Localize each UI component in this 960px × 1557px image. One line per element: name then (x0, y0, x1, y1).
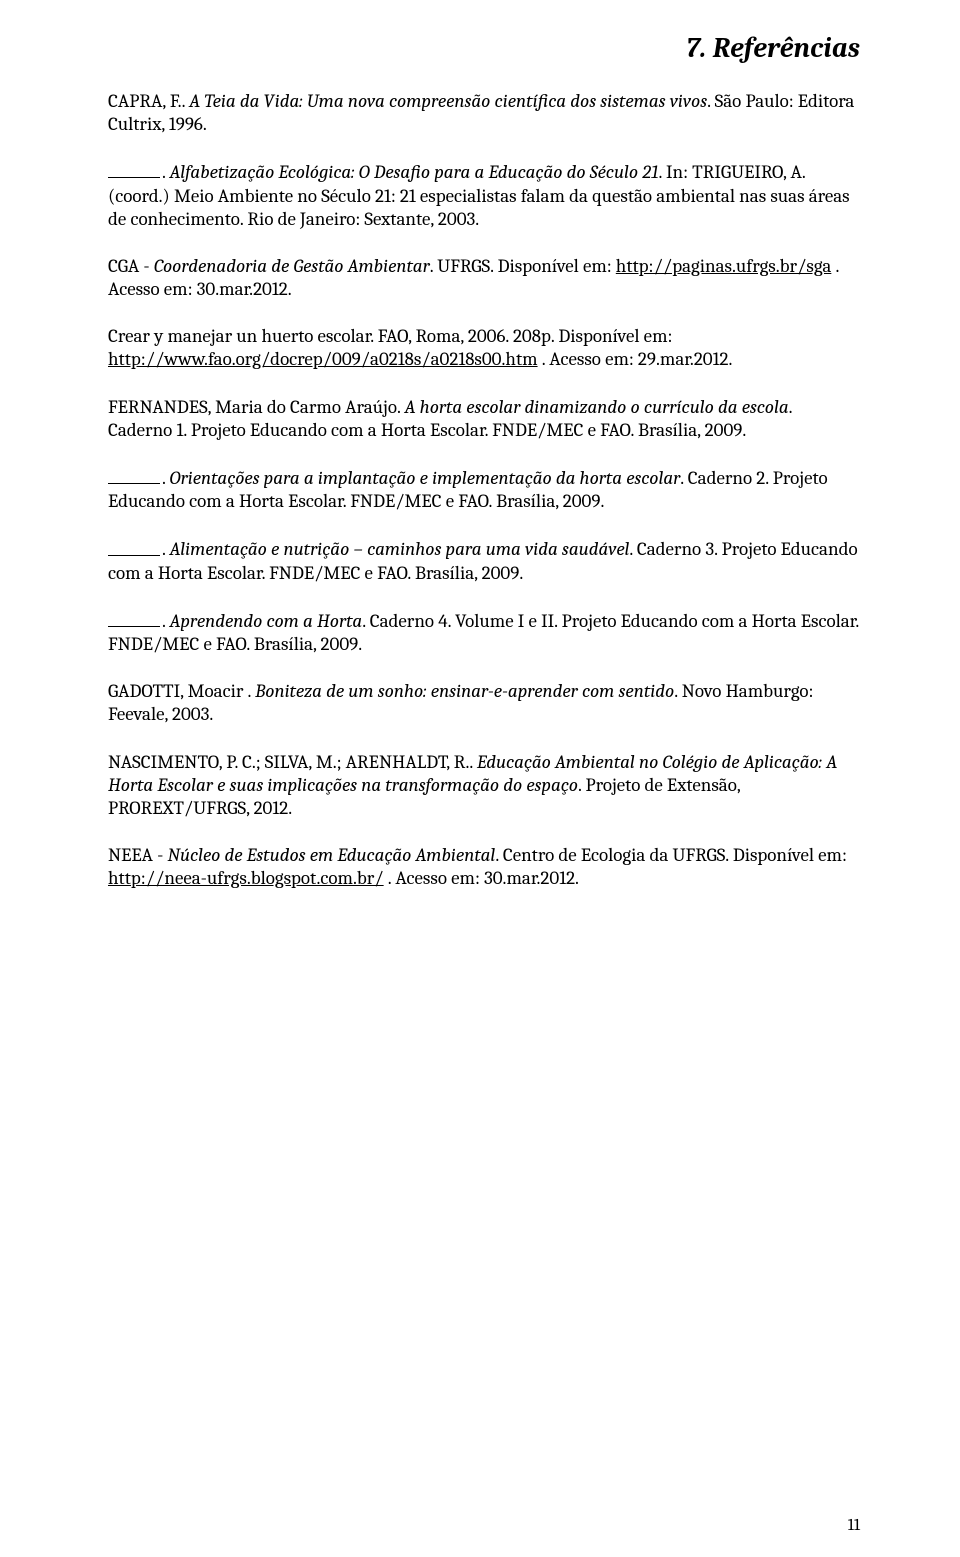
ref-text: NASCIMENTO, P. C.; SILVA, M.; ARENHALDT,… (108, 751, 477, 773)
ref-text: . (162, 539, 170, 561)
reference-entry: . Alfabetização Ecológica: O Desafio par… (108, 160, 860, 231)
reference-entry: CAPRA, F.. A Teia da Vida: Uma nova comp… (108, 90, 860, 136)
ref-title: Alfabetização Ecológica: O Desafio para … (170, 161, 659, 183)
reference-entry: GADOTTI, Moacir . Boniteza de um sonho: … (108, 680, 860, 726)
ref-text: NEEA - (108, 844, 168, 866)
ref-title: A horta escolar dinamizando o currículo … (405, 396, 789, 418)
reference-entry: FERNANDES, Maria do Carmo Araújo. A hort… (108, 396, 860, 442)
ref-text: . Acesso em: 30.mar.2012. (384, 867, 579, 889)
author-blank-line (108, 466, 160, 484)
ref-text: GADOTTI, Moacir . (108, 680, 255, 702)
ref-title: A Teia da Vida: Uma nova compreensão cie… (189, 90, 707, 112)
reference-entry: Crear y manejar un huerto escolar. FAO, … (108, 325, 860, 371)
ref-text: Crear y manejar un huerto escolar. FAO, … (108, 325, 672, 347)
ref-title: Coordenadoria de Gestão Ambientar (154, 255, 430, 277)
ref-link: http://www.fao.org/docrep/009/a0218s/a02… (108, 348, 538, 370)
ref-title: Núcleo de Estudos em Educação Ambiental (168, 844, 496, 866)
ref-text: . Acesso em: 29.mar.2012. (538, 348, 733, 370)
reference-entry: . Aprendendo com a Horta. Caderno 4. Vol… (108, 609, 860, 656)
ref-text: CAPRA, F.. (108, 90, 189, 112)
section-heading: 7. Referências (108, 32, 860, 64)
ref-text: CGA - (108, 255, 154, 277)
reference-entry: NASCIMENTO, P. C.; SILVA, M.; ARENHALDT,… (108, 751, 860, 821)
ref-title: Orientações para a implantação e impleme… (170, 467, 681, 489)
page: 7. Referências CAPRA, F.. A Teia da Vida… (0, 0, 960, 1557)
ref-text: . (162, 161, 170, 183)
ref-text: . Centro de Ecologia da UFRGS. Disponíve… (495, 844, 847, 866)
ref-text: . UFRGS. Disponível em: (430, 255, 616, 277)
ref-text: . (162, 467, 170, 489)
ref-link: http://paginas.ufrgs.br/sga (616, 255, 832, 277)
page-number: 11 (848, 1516, 860, 1535)
ref-title: Aprendendo com a Horta (170, 610, 363, 632)
ref-title: Alimentação e nutrição – caminhos para u… (170, 539, 630, 561)
reference-entry: . Orientações para a implantação e imple… (108, 466, 860, 513)
reference-entry: . Alimentação e nutrição – caminhos para… (108, 537, 860, 584)
reference-entry: CGA - Coordenadoria de Gestão Ambientar.… (108, 255, 860, 301)
ref-link: http://neea-ufrgs.blogspot.com.br/ (108, 867, 384, 889)
ref-text: . (162, 610, 170, 632)
reference-entry: NEEA - Núcleo de Estudos em Educação Amb… (108, 844, 860, 890)
ref-title: Boniteza de um sonho: ensinar-e-aprender… (255, 680, 674, 702)
ref-text: FERNANDES, Maria do Carmo Araújo. (108, 396, 405, 418)
author-blank-line (108, 160, 160, 178)
author-blank-line (108, 537, 160, 555)
author-blank-line (108, 609, 160, 627)
